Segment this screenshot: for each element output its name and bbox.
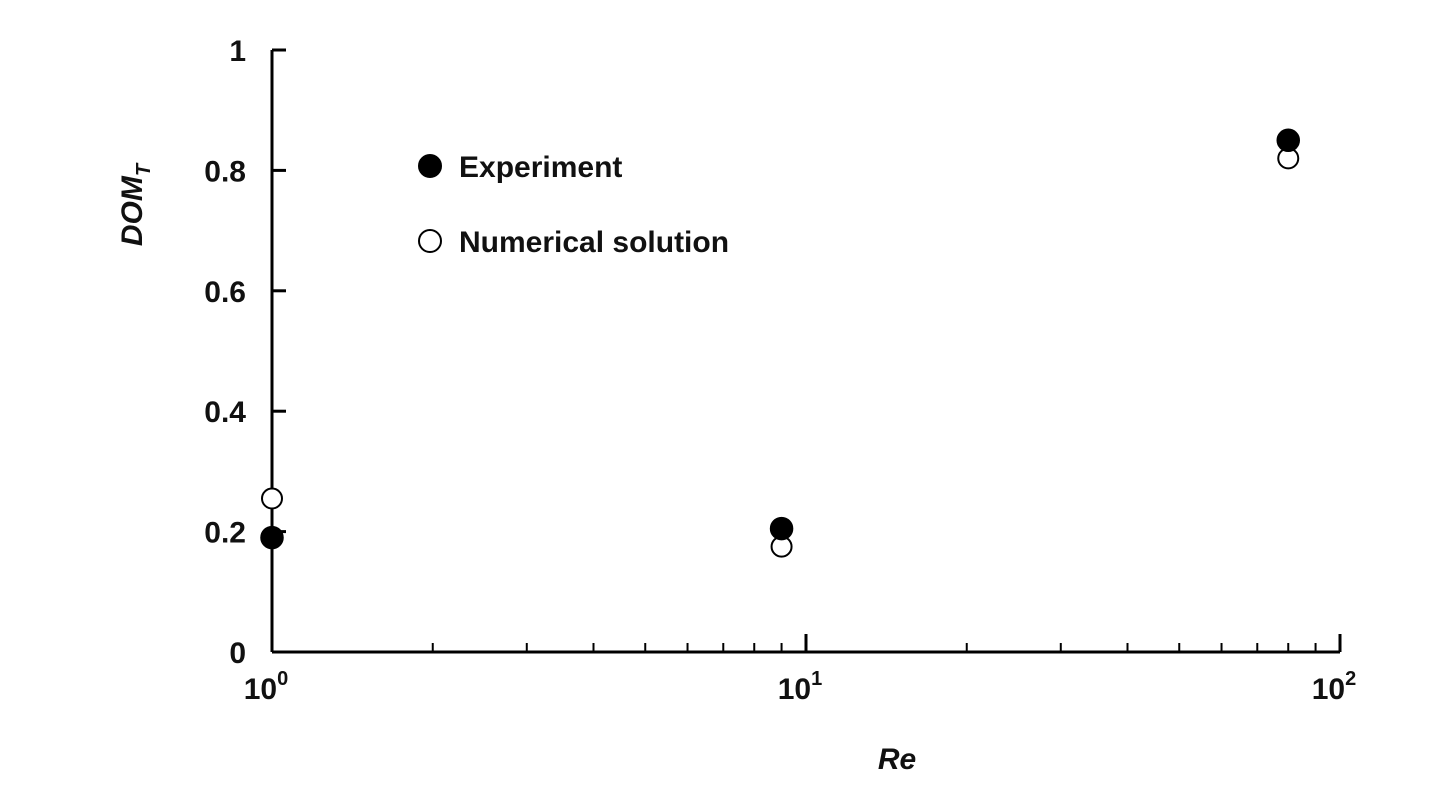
x-tick-exponent: 1 <box>811 668 822 690</box>
legend-label: Numerical solution <box>459 226 729 259</box>
x-tick-label: 101 <box>778 668 823 706</box>
x-ticks: 100 101 102 <box>244 634 1357 706</box>
y-tick-label: 0.2 <box>204 517 246 550</box>
legend-label: Experiment <box>459 151 622 184</box>
y-tick-label: 0.4 <box>204 396 246 429</box>
experiment-point <box>260 525 284 550</box>
y-tick-label: 0.6 <box>204 276 246 309</box>
y-tick-label: 0.8 <box>204 155 246 188</box>
experiment-point <box>769 516 794 541</box>
legend-marker-filled <box>418 154 442 178</box>
experiment-point <box>1276 128 1300 153</box>
x-tick-exponent: 0 <box>277 668 288 690</box>
x-axis-title: Re <box>878 743 916 776</box>
y-axis-title-subscript: T <box>133 162 155 176</box>
data-points <box>260 128 1300 558</box>
x-tick-base: 10 <box>244 673 277 706</box>
y-tick-label: 0 <box>229 637 246 670</box>
x-tick-exponent: 2 <box>1345 668 1356 690</box>
x-tick-base: 10 <box>778 673 811 706</box>
y-axis-title: DOMT <box>116 162 155 246</box>
y-ticks: 0 0.2 0.4 0.6 0.8 1 <box>204 35 286 670</box>
y-tick-label: 1 <box>229 35 246 68</box>
x-tick-label: 102 <box>1312 668 1357 706</box>
legend: Experiment Numerical solution <box>418 151 729 259</box>
legend-marker-open <box>418 229 442 253</box>
axis-titles: Re DOMT <box>116 162 916 776</box>
y-axis-title-main: DOM <box>116 175 149 246</box>
x-tick-base: 10 <box>1312 673 1345 706</box>
x-tick-label: 100 <box>244 668 289 706</box>
axes <box>270 50 1340 654</box>
numerical-solution-point <box>261 487 283 510</box>
